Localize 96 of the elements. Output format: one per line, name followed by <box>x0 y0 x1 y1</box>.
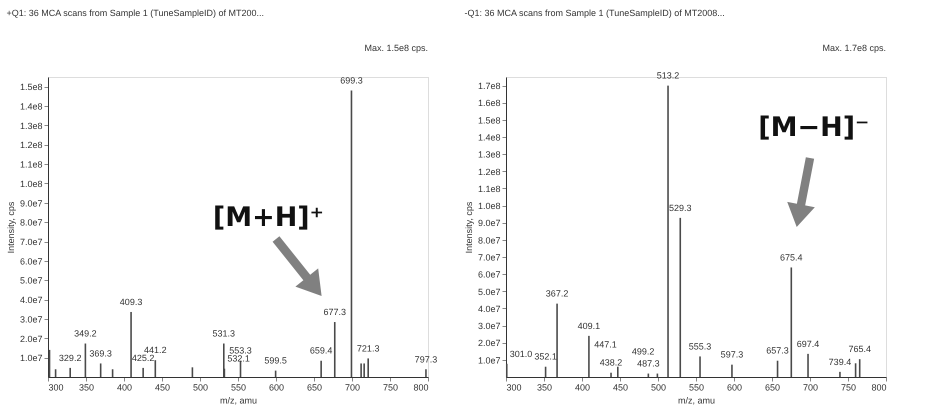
y-tick-label: 7.0e7 <box>478 252 500 262</box>
chart-title: -Q1: 36 MCA scans from Sample 1 (TuneSampleID) of MT2008... <box>464 8 725 18</box>
annotation: 657.3 <box>766 346 789 356</box>
x-tick-label: 300 <box>506 382 522 392</box>
y-tick-label: 1.4e8 <box>478 132 500 142</box>
y-tick-label: 1.7e8 <box>478 81 500 92</box>
text: Max. 1.7e8 cps. <box>822 43 886 53</box>
y-tick-label: 1.4e8 <box>20 102 42 112</box>
x-tick-label: 450 <box>154 382 170 392</box>
y-tick-label: 5.0e7 <box>478 286 500 297</box>
y-axis-title: Intensity, cps <box>464 201 474 254</box>
annotation: 597.3 <box>720 350 744 360</box>
x-tick-label: 350 <box>78 382 94 392</box>
y-tick-label: 1.0e8 <box>20 178 42 189</box>
y-tick-label: 4.0e7 <box>478 304 500 314</box>
x-tick-label: 600 <box>268 382 284 392</box>
annotation: 441.2 <box>144 345 167 356</box>
annotation: 677.3 <box>323 307 346 318</box>
x-tick-label: 500 <box>192 382 208 392</box>
y-tick-label: 2.0e7 <box>20 334 42 344</box>
y-tick-label: 1.1e8 <box>20 160 42 170</box>
y-tick-label: 3.0e7 <box>478 321 500 332</box>
y-tick-label: 8.0e7 <box>20 218 42 228</box>
y-tick-label: 2.0e7 <box>478 338 500 348</box>
y-tick-label: 1.3e8 <box>478 150 500 160</box>
x-tick-label: 400 <box>574 382 590 392</box>
x-tick-label: 650 <box>764 382 780 392</box>
annotation: [M−H]⁻ <box>758 112 870 143</box>
x-tick-label: 550 <box>230 382 246 392</box>
x-tick-label: 500 <box>650 382 666 392</box>
annotation: 697.4 <box>796 338 820 349</box>
x-tick-label: 350 <box>536 382 552 392</box>
annotation: 369.3 <box>89 348 112 358</box>
y-tick-label: 9.0e7 <box>478 218 500 228</box>
x-tick-label: 750 <box>382 382 398 392</box>
annotation: 447.1 <box>594 340 617 350</box>
annotation: 352.1 <box>534 352 557 362</box>
x-axis-title: m/z, amu <box>678 396 716 406</box>
annotation: 555.3 <box>688 341 712 352</box>
y-tick-label: 1.2e8 <box>20 140 42 150</box>
x-tick-label: 450 <box>612 382 628 392</box>
chart-title: +Q1: 36 MCA scans from Sample 1 (TuneSampleID) of MT200... <box>6 8 264 18</box>
y-tick-label: 8.0e7 <box>478 235 500 246</box>
y-tick-label: 6.0e7 <box>20 256 42 266</box>
annotation: 487.3 <box>637 358 660 369</box>
y-tick-label: 1.5e8 <box>478 115 500 126</box>
x-tick-label: 750 <box>840 382 856 392</box>
y-tick-label: 1.5e8 <box>20 82 42 92</box>
y-tick-label: 6.0e7 <box>478 270 500 280</box>
y-tick-label: 1.1e8 <box>478 184 500 194</box>
annotation: 659.4 <box>310 346 332 356</box>
y-axis-title: Intensity, cps <box>6 201 16 254</box>
y-tick-label: 5.0e7 <box>20 276 42 286</box>
x-tick-label: 400 <box>116 382 132 392</box>
annotation: 675.4 <box>780 252 803 262</box>
y-tick-label: 1.2e8 <box>478 166 500 177</box>
annotation: 367.2 <box>546 288 568 299</box>
x-tick-label: 800 <box>413 382 428 392</box>
annotation: 513.2 <box>656 70 680 81</box>
annotation: 531.3 <box>212 328 236 339</box>
annotation: 797.3 <box>414 354 438 364</box>
annotation: 349.2 <box>74 328 97 339</box>
y-tick-label: 7.0e7 <box>20 237 42 248</box>
y-tick-label: 3.0e7 <box>20 314 42 324</box>
annotation: 301.0 <box>510 348 532 359</box>
y-tick-label: 9.0e7 <box>20 198 42 208</box>
annotation: 553.3 <box>229 346 252 356</box>
y-tick-label: 1.6e8 <box>478 98 500 108</box>
annotation: 409.1 <box>578 320 600 331</box>
annotation: [M+H]⁺ <box>212 202 324 233</box>
x-tick-label: 550 <box>688 382 704 392</box>
annotation: 532.1 <box>227 354 250 364</box>
y-tick-label: 4.0e7 <box>20 295 42 306</box>
annotation: 499.2 <box>632 346 654 357</box>
annotation: 699.3 <box>340 76 363 86</box>
x-axis-title: m/z, amu <box>220 396 258 406</box>
y-tick-label: 1.0e7 <box>20 353 42 364</box>
annotation: 438.2 <box>600 358 622 368</box>
x-tick-label: 650 <box>306 382 322 392</box>
annotation: 425.2 <box>132 352 154 363</box>
annotation: 765.4 <box>848 344 871 354</box>
y-tick-label: 1.0e8 <box>478 201 500 212</box>
annotation: 409.3 <box>120 296 142 307</box>
x-tick-label: 800 <box>871 382 886 392</box>
y-tick-label: 1.0e7 <box>478 355 500 366</box>
x-tick-label: 300 <box>48 382 64 392</box>
annotation: 721.3 <box>356 343 380 354</box>
x-tick-label: 700 <box>344 382 360 392</box>
annotation: 529.3 <box>669 202 692 213</box>
x-tick-label: 700 <box>802 382 818 392</box>
text: Max. 1.5e8 cps. <box>364 43 428 53</box>
annotation: 329.2 <box>58 352 82 363</box>
x-tick-label: 600 <box>726 382 742 392</box>
y-tick-label: 1.3e8 <box>20 120 42 131</box>
annotation: 599.5 <box>264 356 287 366</box>
annotation: 739.4 <box>828 356 852 367</box>
